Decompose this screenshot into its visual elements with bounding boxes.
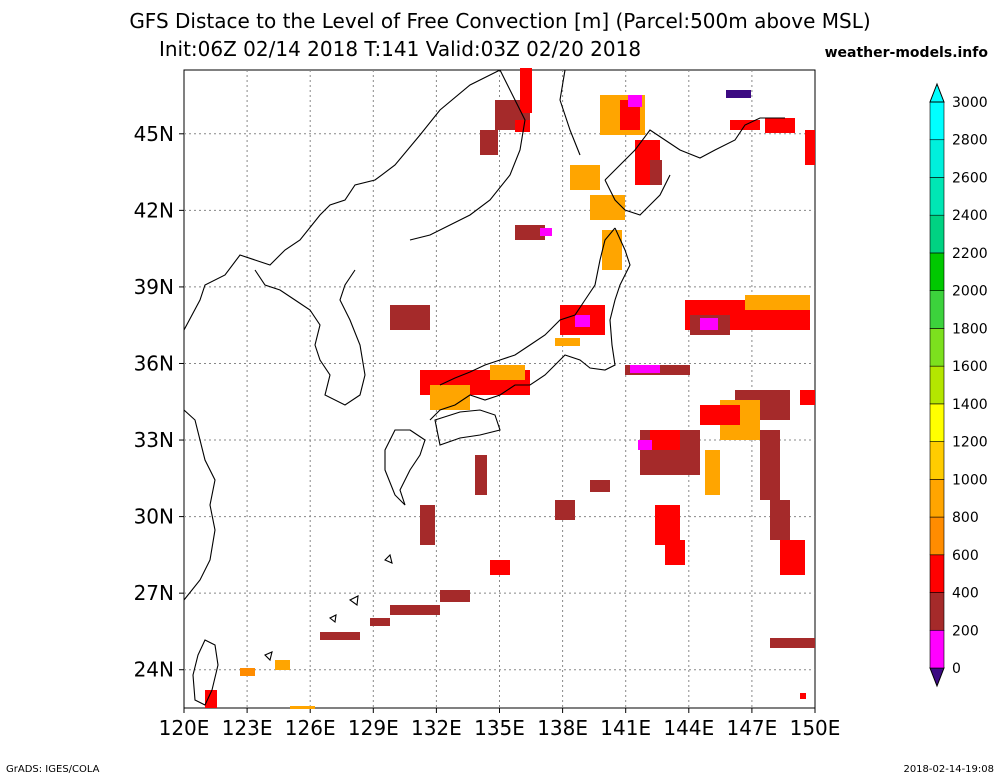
colorbar-segment <box>929 403 945 442</box>
axis-labels: 120E 123E 126E 129E 132E 135E 138E 141E 144E 147E… <box>134 122 841 740</box>
colorbar-label: 2200 <box>952 246 988 262</box>
map-title: GFS Distace to the Level of Free Convect… <box>129 9 871 33</box>
colorbar-segment <box>929 554 945 593</box>
lat-tick-label: 36N <box>134 351 174 375</box>
lat-tick-label: 27N <box>134 581 174 605</box>
lat-tick-label: 42N <box>134 198 174 222</box>
colorbar-segment <box>929 592 945 631</box>
colorbar-min-arrow <box>929 667 945 688</box>
map-subtitle: Init:06Z 02/14 2018 T:141 Valid:03Z 02/2… <box>158 37 642 61</box>
lon-tick-label: 147E <box>726 716 777 740</box>
colorbar-segment <box>929 479 945 518</box>
colorbar-segment <box>929 214 945 254</box>
lon-tick-label: 150E <box>790 716 841 740</box>
lon-tick-label: 120E <box>159 716 210 740</box>
lon-tick-label: 141E <box>600 716 651 740</box>
lat-tick-label: 30N <box>134 505 174 529</box>
lon-tick-label: 129E <box>348 716 399 740</box>
lon-tick-label: 132E <box>411 716 462 740</box>
colorbar-label: 0 <box>952 661 961 677</box>
footer-timestamp: 2018-02-14-19:08 <box>903 764 994 775</box>
colorbar-label: 1400 <box>952 397 988 413</box>
colorbar-segment <box>929 629 945 669</box>
colorbar: 0 200 400 600 800 1000 1200 1400 1600 1800 2000 220… <box>929 82 988 688</box>
colorbar-segment <box>929 290 945 329</box>
colorbar-segment <box>929 101 945 141</box>
colorbar-label: 2600 <box>952 170 988 186</box>
lon-tick-label: 144E <box>663 716 714 740</box>
lat-tick-label: 39N <box>134 275 174 299</box>
lon-tick-label: 135E <box>474 716 525 740</box>
colorbar-label: 1600 <box>952 359 988 375</box>
colorbar-label: 400 <box>952 586 979 602</box>
colorbar-label: 2800 <box>952 133 988 149</box>
site-label: weather-models.info <box>824 45 988 61</box>
colorbar-label: 1200 <box>952 435 988 451</box>
colorbar-label: 1000 <box>952 472 988 488</box>
colorbar-label: 3000 <box>952 95 988 111</box>
lon-tick-label: 138E <box>537 716 588 740</box>
colorbar-label: 2000 <box>952 284 988 300</box>
lon-tick-label: 123E <box>222 716 273 740</box>
colorbar-segment <box>929 365 945 405</box>
colorbar-segment <box>929 252 945 291</box>
colorbar-segment <box>929 139 945 178</box>
lfc-shading <box>205 68 815 709</box>
lat-tick-label: 33N <box>134 428 174 452</box>
coastlines <box>183 69 785 706</box>
footer-credit: GrADS: IGES/COLA <box>6 764 100 775</box>
colorbar-segment <box>929 516 945 556</box>
colorbar-segment <box>929 328 945 367</box>
colorbar-label: 600 <box>952 548 979 564</box>
colorbar-label: 800 <box>952 510 979 526</box>
colorbar-label: 1800 <box>952 321 988 337</box>
graticule <box>179 70 816 713</box>
lat-tick-label: 24N <box>134 658 174 682</box>
lon-tick-label: 126E <box>285 716 336 740</box>
lat-tick-label: 45N <box>134 122 174 146</box>
colorbar-label: 200 <box>952 623 979 639</box>
colorbar-segment <box>929 177 945 216</box>
colorbar-max-arrow <box>929 82 945 103</box>
colorbar-label: 2400 <box>952 208 988 224</box>
colorbar-segment <box>929 441 945 480</box>
